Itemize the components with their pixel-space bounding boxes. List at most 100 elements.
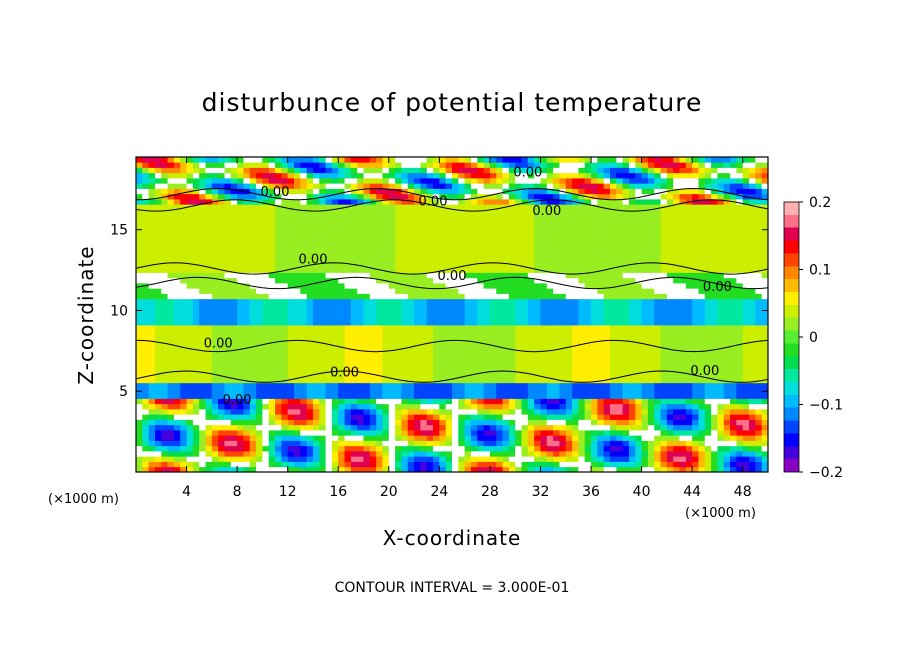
heatmap-cell (502, 188, 510, 195)
heatmap-cell (218, 246, 225, 252)
heatmap-cell (262, 251, 270, 258)
heatmap-cell (325, 283, 333, 289)
heatmap-cell (502, 466, 510, 472)
heatmap-cell (243, 298, 251, 305)
heatmap-cell (660, 451, 668, 457)
heatmap-cell (325, 272, 333, 279)
heatmap-cell (382, 304, 390, 310)
heatmap-cell (565, 277, 573, 284)
heatmap-cell (395, 382, 402, 389)
heatmap-cell (426, 193, 434, 200)
heatmap-cell (350, 377, 358, 384)
heatmap-cell (622, 225, 630, 231)
heatmap-cell (559, 172, 567, 179)
heatmap-cell (534, 304, 541, 310)
heatmap-cell (489, 167, 497, 174)
heatmap-cell (603, 293, 611, 300)
heatmap-cell (218, 335, 225, 342)
heatmap-cell (154, 377, 162, 384)
heatmap-cell (546, 267, 554, 273)
heatmap-cell (275, 298, 282, 305)
heatmap-cell (578, 246, 586, 252)
heatmap-cell (439, 445, 447, 452)
heatmap-cell (515, 398, 522, 405)
heatmap-cell (382, 183, 390, 189)
heatmap-cell (161, 440, 168, 447)
heatmap-cell (230, 335, 238, 342)
heatmap-cell (154, 382, 162, 389)
heatmap-cell (319, 277, 326, 284)
heatmap-cell (565, 388, 573, 394)
heatmap-cell (294, 466, 301, 472)
heatmap-cell (489, 183, 497, 189)
heatmap-cell (275, 214, 282, 221)
heatmap-cell (597, 346, 605, 352)
heatmap-cell (312, 403, 320, 410)
heatmap-cell (508, 267, 516, 273)
heatmap-cell (414, 398, 421, 405)
heatmap-cell (167, 309, 175, 315)
heatmap-cell (578, 298, 586, 305)
heatmap-cell (603, 361, 611, 368)
heatmap-cell (553, 193, 560, 200)
heatmap-cell (584, 377, 592, 384)
heatmap-cell (300, 382, 308, 389)
heatmap-cell (628, 225, 636, 231)
heatmap-cell (376, 183, 383, 189)
heatmap-cell (445, 361, 453, 368)
heatmap-cell (186, 435, 194, 441)
heatmap-cell (154, 340, 162, 347)
heatmap-cell (161, 466, 168, 472)
heatmap-cell (458, 461, 466, 468)
heatmap-cell (312, 204, 320, 210)
heatmap-cell (230, 367, 238, 373)
heatmap-cell (300, 419, 308, 426)
heatmap-cell (186, 241, 194, 247)
heatmap-cell (439, 409, 447, 415)
heatmap-cell (540, 361, 548, 368)
heatmap-cell (584, 382, 592, 389)
heatmap-cell (610, 325, 617, 331)
heatmap-cell (249, 445, 257, 452)
heatmap-cell (635, 167, 642, 174)
heatmap-cell (439, 157, 447, 163)
heatmap-cell (218, 272, 225, 279)
heatmap-cell (477, 445, 484, 452)
heatmap-cell (591, 288, 598, 294)
heatmap-cell (445, 251, 453, 258)
heatmap-cell (420, 445, 428, 452)
heatmap-cell (218, 456, 225, 462)
heatmap-cell (654, 414, 661, 420)
heatmap-cell (186, 283, 194, 289)
heatmap-cell (148, 220, 156, 226)
heatmap-cell (281, 293, 289, 300)
heatmap-cell (572, 167, 579, 174)
heatmap-cell (603, 419, 611, 426)
heatmap-cell (306, 430, 314, 436)
heatmap-cell (281, 209, 289, 216)
heatmap-cell (452, 199, 459, 205)
heatmap-cell (142, 209, 150, 216)
heatmap-cell (654, 430, 661, 436)
heatmap-cell (452, 403, 459, 410)
heatmap-cell (180, 466, 187, 472)
heatmap-cell (578, 199, 586, 205)
heatmap-cell (331, 167, 339, 174)
heatmap-cell (616, 256, 624, 263)
heatmap-cell (635, 162, 642, 168)
heatmap-cell (350, 188, 358, 195)
heatmap-cell (161, 456, 168, 462)
heatmap-cell (294, 277, 301, 284)
heatmap-cell (515, 325, 522, 331)
heatmap-cell (363, 456, 371, 462)
heatmap-cell (641, 298, 649, 305)
heatmap-cell (275, 430, 282, 436)
heatmap-cell (319, 325, 326, 331)
heatmap-cell (502, 325, 510, 331)
heatmap-cell (268, 309, 276, 315)
heatmap-cell (268, 262, 276, 268)
heatmap-cell (470, 314, 478, 321)
heatmap-cell (136, 335, 143, 342)
heatmap-cell (628, 424, 636, 431)
